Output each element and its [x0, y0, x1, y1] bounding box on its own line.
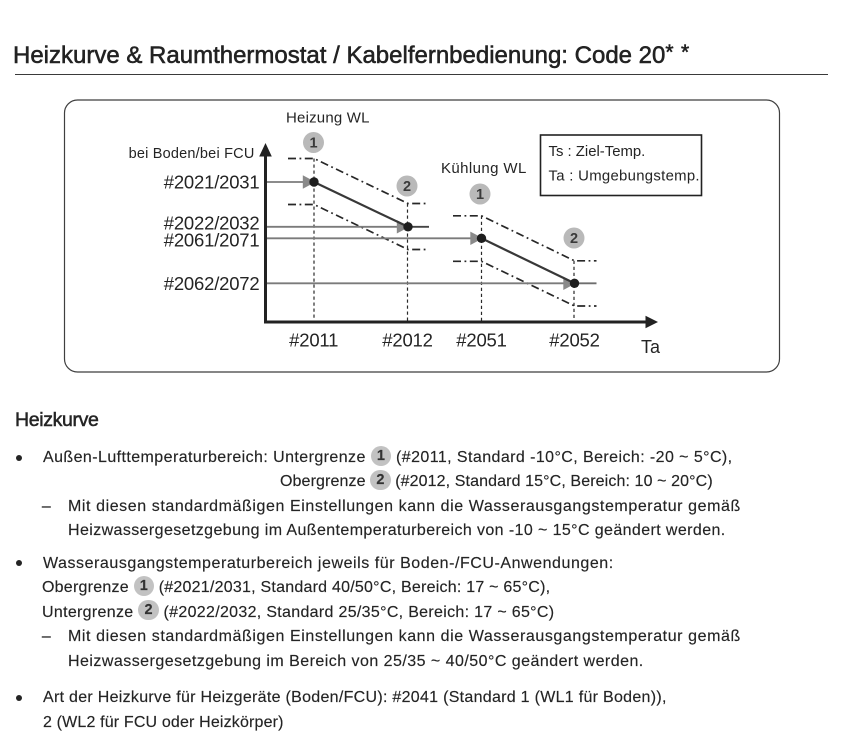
svg-text:#2052: #2052 [549, 330, 599, 351]
svg-text:Kühlung WL: Kühlung WL [441, 160, 527, 177]
svg-text:1: 1 [309, 136, 317, 152]
svg-text:#2021/2031: #2021/2031 [164, 172, 260, 193]
svg-text:bei Boden/bei FCU: bei Boden/bei FCU [129, 146, 255, 162]
svg-text:Ts : Ziel-Temp.: Ts : Ziel-Temp. [549, 144, 646, 160]
svg-text:#2022/2032: #2022/2032 [164, 212, 260, 233]
svg-text:#2062/2072: #2062/2072 [164, 273, 260, 294]
svg-text:#2051: #2051 [456, 330, 506, 351]
svg-text:#2012: #2012 [382, 330, 432, 351]
svg-text:#2061/2071: #2061/2071 [164, 230, 260, 251]
svg-text:Heizung WL: Heizung WL [286, 109, 370, 126]
svg-text:#2011: #2011 [289, 330, 338, 351]
svg-text:2: 2 [570, 231, 578, 247]
svg-text:2: 2 [403, 179, 411, 195]
svg-text:1: 1 [476, 187, 484, 203]
svg-text:Ta: Ta [641, 337, 661, 357]
svg-text:Ta : Umgebungstemp.: Ta : Umgebungstemp. [549, 168, 700, 184]
